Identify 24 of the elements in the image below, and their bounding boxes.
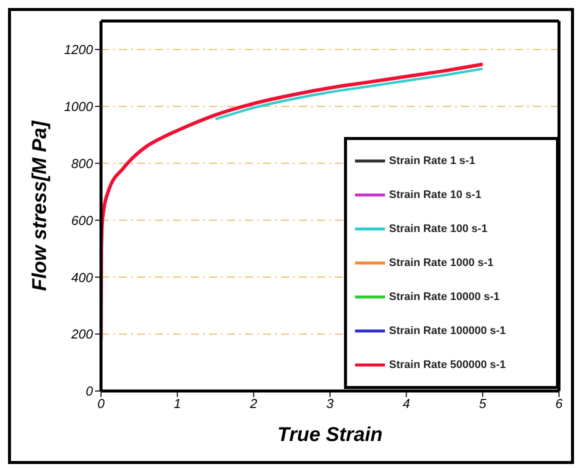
legend-label: Strain Rate 10000 s-1: [389, 291, 500, 303]
x-tick-label: 4: [402, 396, 410, 412]
legend-label: Strain Rate 10 s-1: [389, 189, 482, 201]
y-tick-label: 1200: [64, 42, 94, 58]
y-tick-label: 600: [71, 212, 94, 228]
line-series: [214, 68, 484, 120]
y-tick-label: 1000: [64, 99, 94, 114]
y-axis-title: Flow stress[M Pa]: [29, 120, 52, 292]
x-tick-label: 6: [555, 396, 564, 412]
y-tick-label: 400: [71, 270, 94, 285]
legend-label: Strain Rate 100000 s-1: [389, 325, 506, 337]
x-tick-label: 0: [97, 396, 106, 412]
y-tick-label: 800: [71, 156, 94, 171]
x-axis-title: True Strain: [277, 424, 383, 446]
x-tick-label: 3: [326, 396, 334, 412]
legend-label: Strain Rate 500000 s-1: [389, 359, 506, 371]
legend-label: Strain Rate 1000 s-1: [389, 257, 494, 269]
legend-label: Strain Rate 1 s-1: [389, 155, 476, 167]
x-tick-label: 1: [174, 396, 181, 412]
legend-label: Strain Rate 100 s-1: [389, 223, 488, 235]
x-tick-label: 2: [249, 396, 258, 412]
y-tick-label: 0: [86, 384, 94, 399]
x-tick-label: 5: [479, 396, 488, 412]
y-tick-label: 200: [70, 326, 94, 342]
